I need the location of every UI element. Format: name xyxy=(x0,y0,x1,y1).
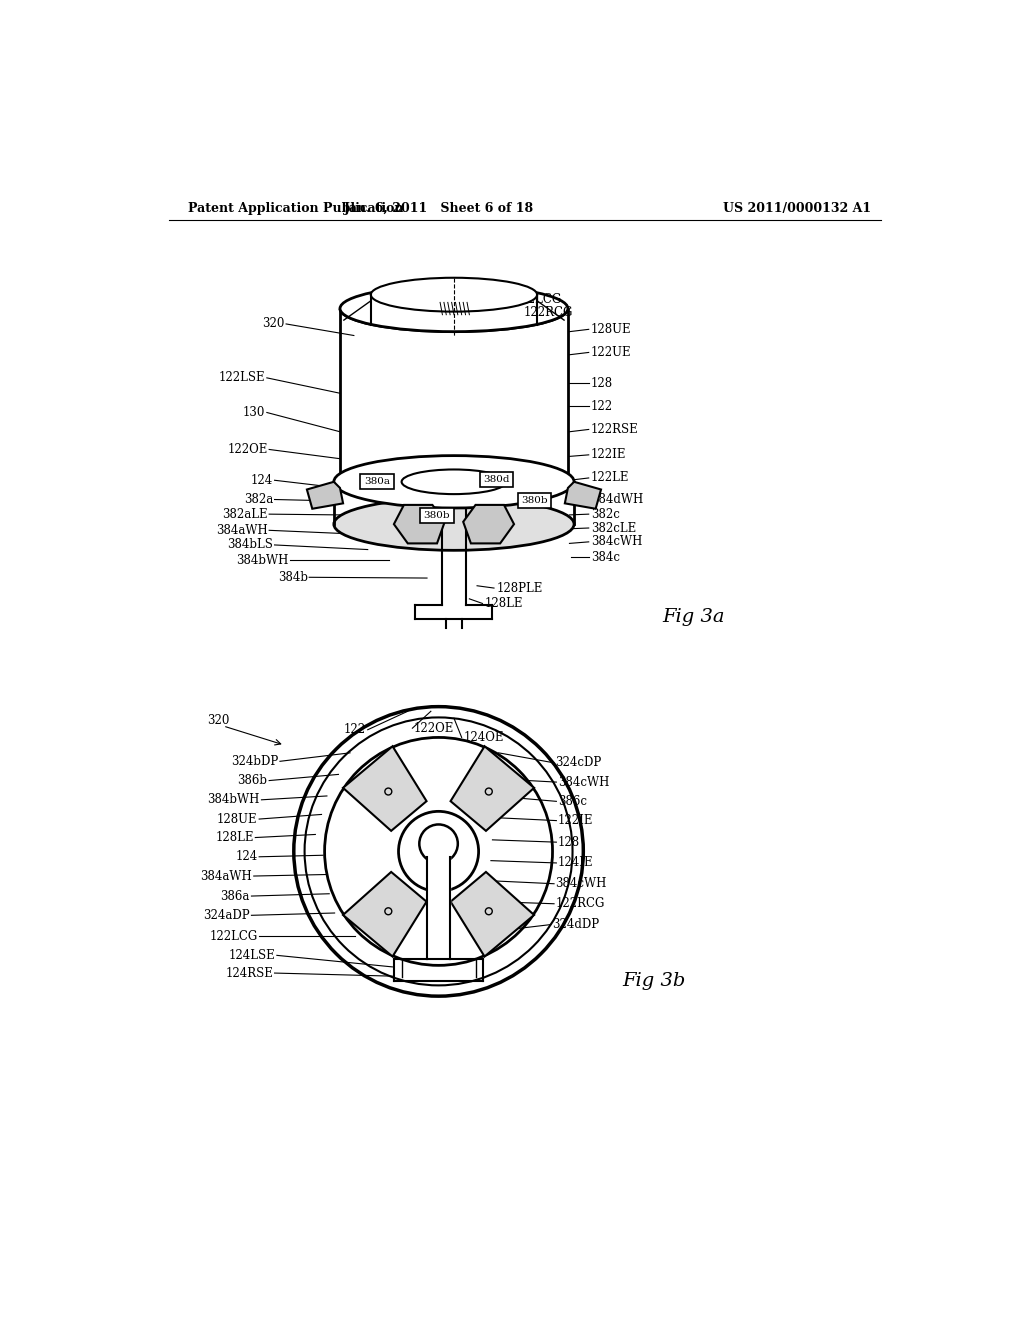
Ellipse shape xyxy=(340,285,568,331)
Polygon shape xyxy=(451,873,535,957)
Text: 324dDP: 324dDP xyxy=(553,917,600,931)
Text: 122OE: 122OE xyxy=(414,722,455,735)
Text: 124RSE: 124RSE xyxy=(225,966,273,979)
Text: 386c: 386c xyxy=(558,795,587,808)
Text: 122RCG: 122RCG xyxy=(556,898,605,911)
Text: 320: 320 xyxy=(208,714,230,727)
Text: 380d: 380d xyxy=(483,475,510,484)
Polygon shape xyxy=(343,873,427,957)
Polygon shape xyxy=(394,506,444,544)
Text: 384dWH: 384dWH xyxy=(591,492,643,506)
Text: 122LSE: 122LSE xyxy=(219,371,265,384)
Text: 382a: 382a xyxy=(244,492,273,506)
Text: 122LCG: 122LCG xyxy=(209,929,258,942)
Text: 122LE: 122LE xyxy=(591,471,630,484)
Text: 384c: 384c xyxy=(591,550,620,564)
Text: 380a: 380a xyxy=(364,478,390,486)
Text: 122: 122 xyxy=(591,400,613,413)
Polygon shape xyxy=(307,482,343,508)
Polygon shape xyxy=(565,482,601,508)
Text: 124: 124 xyxy=(236,850,258,863)
Text: US 2011/0000132 A1: US 2011/0000132 A1 xyxy=(724,202,871,215)
Text: 122UE: 122UE xyxy=(591,346,632,359)
Text: 382aLE: 382aLE xyxy=(222,508,267,520)
Text: 128: 128 xyxy=(591,376,613,389)
Text: 324cDP: 324cDP xyxy=(556,756,602,770)
Text: 386a: 386a xyxy=(220,890,250,903)
Text: Patent Application Publication: Patent Application Publication xyxy=(188,202,403,215)
Text: 384aWH: 384aWH xyxy=(201,870,252,883)
Text: 320: 320 xyxy=(262,317,285,330)
Text: 122LCG: 122LCG xyxy=(514,293,562,306)
Circle shape xyxy=(398,812,478,891)
FancyBboxPatch shape xyxy=(360,474,393,490)
Text: 124OE: 124OE xyxy=(463,731,504,744)
Text: 384aWH: 384aWH xyxy=(216,524,267,537)
Text: 128UE: 128UE xyxy=(217,813,258,825)
Text: 324bDP: 324bDP xyxy=(231,755,279,768)
Text: Fig 3a: Fig 3a xyxy=(662,607,724,626)
Ellipse shape xyxy=(334,498,574,550)
Text: 384b: 384b xyxy=(278,570,307,583)
Text: 122IE: 122IE xyxy=(591,449,627,462)
FancyBboxPatch shape xyxy=(480,473,513,487)
Text: 384cWH: 384cWH xyxy=(558,776,609,788)
Text: 128LE: 128LE xyxy=(215,832,254,843)
Text: 384bLS: 384bLS xyxy=(227,539,273,552)
Text: 386b: 386b xyxy=(238,774,267,787)
Text: 384cWH: 384cWH xyxy=(591,536,642,548)
Circle shape xyxy=(304,718,572,985)
Ellipse shape xyxy=(371,277,538,312)
Polygon shape xyxy=(343,746,427,830)
Text: 124: 124 xyxy=(251,474,273,487)
Text: 124IE: 124IE xyxy=(558,857,594,870)
Text: 384bWH: 384bWH xyxy=(208,793,260,807)
Text: 122IE: 122IE xyxy=(558,814,594,828)
Circle shape xyxy=(419,825,458,863)
Text: 128PLE: 128PLE xyxy=(497,582,543,594)
Polygon shape xyxy=(451,746,535,830)
Text: 324aDP: 324aDP xyxy=(204,908,250,921)
Text: Fig 3b: Fig 3b xyxy=(622,972,685,990)
Text: 380b: 380b xyxy=(424,511,451,520)
Ellipse shape xyxy=(401,470,506,494)
Text: 130: 130 xyxy=(243,407,265,418)
Text: Jan. 6, 2011   Sheet 6 of 18: Jan. 6, 2011 Sheet 6 of 18 xyxy=(343,202,534,215)
Text: 128: 128 xyxy=(558,836,580,849)
Ellipse shape xyxy=(334,455,574,508)
Text: 124LSE: 124LSE xyxy=(228,949,275,962)
Text: 384cWH: 384cWH xyxy=(556,878,607,890)
Text: 122: 122 xyxy=(343,723,366,737)
Text: 128LE: 128LE xyxy=(484,597,523,610)
Text: 122RCG: 122RCG xyxy=(523,306,572,319)
FancyBboxPatch shape xyxy=(421,508,454,523)
Text: 382c: 382c xyxy=(591,508,620,520)
Text: 384bWH: 384bWH xyxy=(237,554,289,566)
Text: 380b: 380b xyxy=(521,496,548,504)
Text: 128UE: 128UE xyxy=(591,323,632,335)
FancyBboxPatch shape xyxy=(518,492,551,508)
Text: 122RSE: 122RSE xyxy=(591,422,639,436)
Polygon shape xyxy=(463,506,514,544)
Text: 382cLE: 382cLE xyxy=(591,521,636,535)
Text: 122OE: 122OE xyxy=(227,444,267,455)
